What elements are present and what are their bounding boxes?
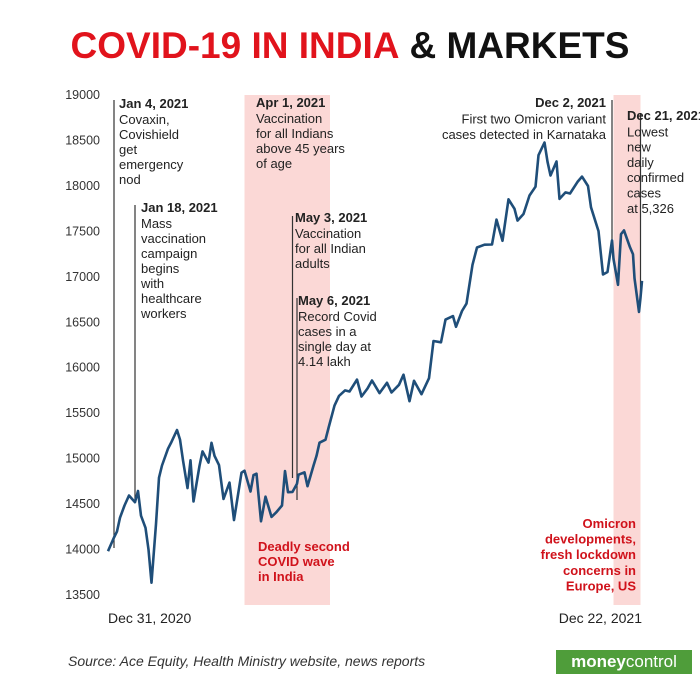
y-tick-label: 17000	[65, 270, 100, 284]
annotation-text: Covishield	[119, 127, 179, 142]
title-highlight: COVID-19 IN INDIA	[71, 25, 400, 66]
annotation-text: Record Covid	[298, 309, 377, 324]
chart-title: COVID-19 IN INDIA & MARKETS	[71, 25, 630, 66]
shaded-region-label: COVID wave	[258, 554, 335, 569]
annotation-text: for all Indians	[256, 126, 334, 141]
annotation-text: Vaccination	[295, 226, 361, 241]
y-tick-label: 13500	[65, 588, 100, 602]
annotation-text: new	[627, 140, 651, 155]
annotations: Jan 4, 2021Covaxin,Covishieldgetemergenc…	[113, 95, 700, 548]
y-tick-label: 16000	[65, 361, 100, 375]
annotation-text: 4.14 lakh	[298, 354, 351, 369]
y-tick-label: 14500	[65, 497, 100, 511]
annotation-text: Lowest	[627, 124, 669, 139]
shaded-region	[613, 95, 641, 605]
plot	[106, 141, 644, 584]
annotation-text: campaign	[141, 246, 197, 261]
axes: 13500 14000 14500 15000 15500 16000 16500 17000…	[65, 88, 642, 626]
annotation-title: Apr 1, 2021	[256, 95, 325, 110]
annotation-title: Jan 18, 2021	[141, 200, 218, 215]
annotation-text: of age	[256, 156, 292, 171]
y-tick-label: 18500	[65, 133, 100, 147]
annotation-text: adults	[295, 256, 330, 271]
y-tick-label: 17500	[65, 224, 100, 238]
annotation-text: vaccination	[141, 231, 206, 246]
annotation-title: May 6, 2021	[298, 293, 370, 308]
title-rest: & MARKETS	[409, 25, 629, 66]
y-tick-label: 18000	[65, 179, 100, 193]
annotation-text: workers	[140, 306, 187, 321]
y-tick-label: 19000	[65, 88, 100, 102]
annotation-text: cases detected in Karnataka	[442, 127, 607, 142]
brand: moneycontrol	[571, 652, 677, 671]
price-line	[106, 141, 644, 584]
annotation-text: get	[119, 142, 137, 157]
annotation-text: begins	[141, 261, 180, 276]
shaded-region-label: Deadly second	[258, 539, 350, 554]
annotation-title: May 3, 2021	[295, 210, 367, 225]
annotation-text: healthcare	[141, 291, 202, 306]
annotation-text: cases	[627, 186, 661, 201]
annotation-text: with	[140, 276, 164, 291]
shaded-region	[244, 95, 330, 605]
y-tick-label: 15000	[65, 452, 100, 466]
annotation-title: Dec 2, 2021	[535, 95, 606, 110]
annotation-text: Covaxin,	[119, 112, 170, 127]
annotation-text: at 5,326	[627, 201, 674, 216]
annotation-text: nod	[119, 172, 141, 187]
annotation-text: First two Omicron variant	[462, 112, 607, 127]
shaded-region-label: Omicron	[583, 516, 637, 531]
x-tick-label: Dec 22, 2021	[559, 610, 642, 626]
annotation-text: daily	[627, 155, 654, 170]
brand-money: money	[571, 652, 626, 671]
brand-box	[556, 650, 692, 674]
y-tick-label: 14000	[65, 543, 100, 557]
annotation-text: Vaccination	[256, 111, 322, 126]
annotation-title: Dec 21, 2021	[627, 108, 700, 123]
y-tick-label: 15500	[65, 406, 100, 420]
annotation-text: cases in a	[298, 324, 357, 339]
x-tick-label: Dec 31, 2020	[108, 610, 191, 626]
shaded-region-label: developments,	[545, 532, 636, 547]
annotation-text: confirmed	[627, 170, 684, 185]
shaded-region-label: concerns in	[563, 563, 636, 578]
annotation-text: Mass	[141, 216, 173, 231]
annotation-text: above 45 years	[256, 141, 345, 156]
annotation-text: single day at	[298, 339, 371, 354]
y-tick-label: 16500	[65, 315, 100, 329]
source: Source: Ace Equity, Health Ministry webs…	[68, 653, 425, 669]
brand-control: control	[626, 652, 677, 671]
shaded-region-label: fresh lockdown	[541, 547, 636, 562]
annotation-text: emergency	[119, 157, 184, 172]
annotation-text: for all Indian	[295, 241, 366, 256]
annotation-title: Jan 4, 2021	[119, 96, 188, 111]
shaded-region-label: in India	[258, 569, 304, 584]
shaded-region-label: Europe, US	[566, 578, 636, 593]
